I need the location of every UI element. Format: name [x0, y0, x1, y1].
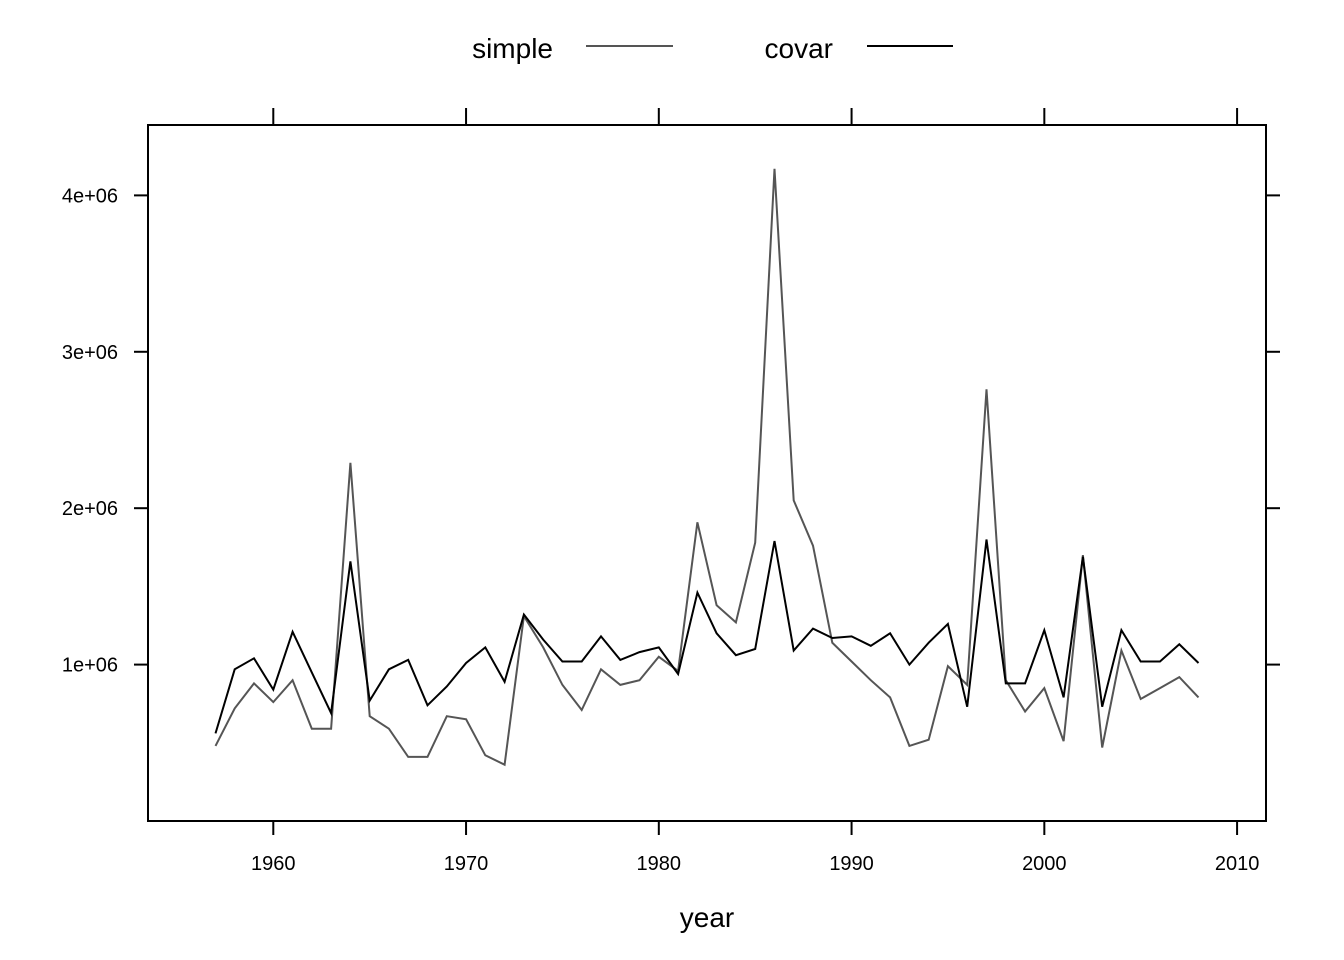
legend-label-simple: simple [472, 33, 553, 64]
series-line-simple [214, 168, 1200, 767]
y-tick-label-3: 4e+06 [62, 185, 118, 207]
legend: simple covar [472, 33, 953, 64]
legend-label-covar: covar [765, 33, 833, 64]
y-tick-label-2: 3e+06 [62, 342, 118, 364]
x-tick-label-1970: 1970 [444, 853, 489, 875]
series-line-covar [214, 539, 1200, 734]
series-lines [214, 168, 1200, 767]
x-tick-label-1980: 1980 [637, 853, 682, 875]
plot-frame [147, 124, 1267, 822]
y-tick-label-0: 1e+06 [62, 655, 118, 677]
x-tick-label-2010: 2010 [1215, 853, 1260, 875]
x-tick-label-1990: 1990 [829, 853, 874, 875]
x-tick-label-2000: 2000 [1022, 853, 1067, 875]
y-tick-label-1: 2e+06 [62, 498, 118, 520]
x-axis: 1960 1970 1980 1990 2000 2010 [251, 108, 1259, 875]
y-axis: 1e+06 2e+06 3e+06 4e+06 [62, 185, 1280, 677]
x-tick-label-1960: 1960 [251, 853, 296, 875]
x-axis-title: year [680, 902, 734, 933]
